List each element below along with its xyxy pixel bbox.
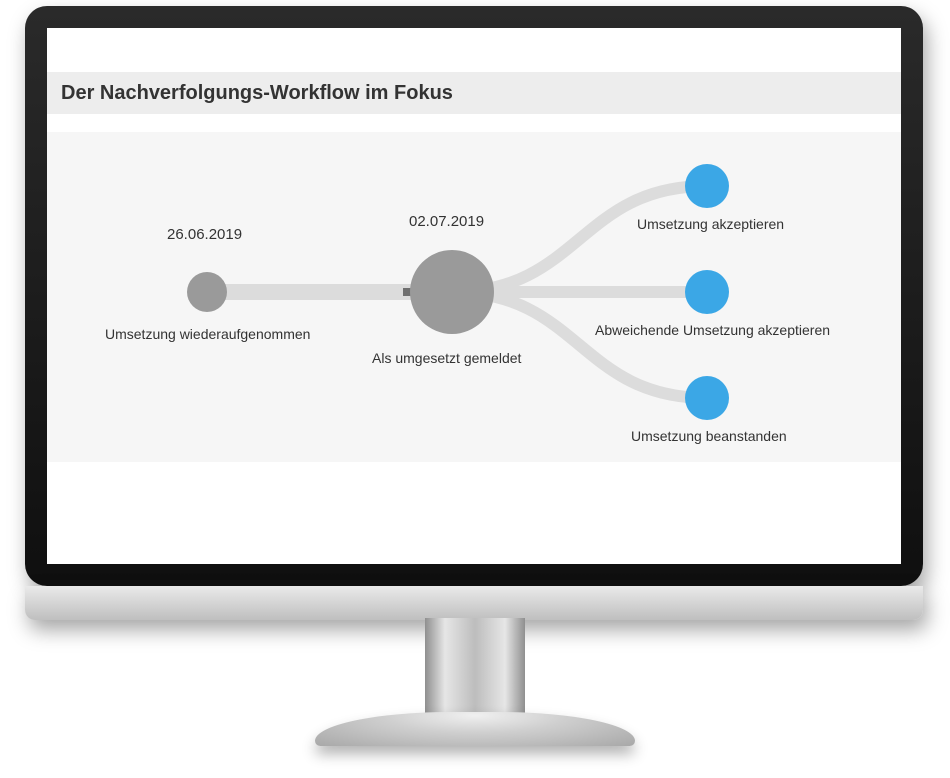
workflow-node-label-opt3: Umsetzung beanstanden bbox=[631, 428, 787, 444]
monitor-foot bbox=[315, 712, 635, 746]
workflow-node-mid[interactable] bbox=[410, 250, 494, 334]
workflow-node-label-opt1: Umsetzung akzeptieren bbox=[637, 216, 784, 232]
monitor-chin bbox=[25, 586, 923, 620]
workflow-node-opt3[interactable] bbox=[685, 376, 729, 420]
title-bar: Der Nachverfolgungs-Workflow im Fokus bbox=[47, 72, 901, 114]
workflow-node-label-start: Umsetzung wiederaufgenommen bbox=[105, 326, 310, 342]
monitor-frame: Der Nachverfolgungs-Workflow im Fokus 26… bbox=[25, 6, 923, 586]
workflow-node-start[interactable] bbox=[187, 272, 227, 312]
workflow-panel: 26.06.2019 Umsetzung wiederaufgenommen 02.… bbox=[47, 132, 901, 462]
page-title: Der Nachverfolgungs-Workflow im Fokus bbox=[61, 82, 453, 105]
workflow-node-opt1[interactable] bbox=[685, 164, 729, 208]
workflow-node-date-start: 26.06.2019 bbox=[167, 226, 242, 243]
workflow-node-opt2[interactable] bbox=[685, 270, 729, 314]
screen: Der Nachverfolgungs-Workflow im Fokus 26… bbox=[47, 28, 901, 564]
workflow-node-label-mid: Als umgesetzt gemeldet bbox=[372, 350, 521, 366]
monitor-neck bbox=[425, 618, 525, 718]
stage: Der Nachverfolgungs-Workflow im Fokus 26… bbox=[0, 0, 950, 778]
workflow-node-date-mid: 02.07.2019 bbox=[409, 213, 484, 230]
workflow-node-label-opt2: Abweichende Umsetzung akzeptieren bbox=[595, 322, 830, 338]
